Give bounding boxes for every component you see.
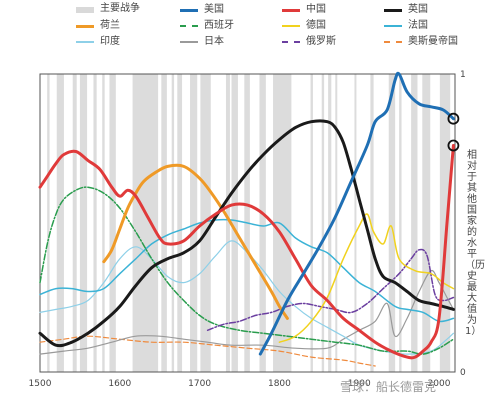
end-marker-1 xyxy=(447,139,460,152)
war-band-14 xyxy=(231,74,238,372)
war-band-26 xyxy=(411,74,418,372)
y-tick-label-0: 0 xyxy=(460,368,466,378)
legend-swatch-8 xyxy=(76,41,94,43)
legend-label-2: 中国 xyxy=(306,4,326,15)
war-band-19 xyxy=(321,74,325,372)
war-band-22 xyxy=(354,74,357,372)
war-band-6 xyxy=(109,74,116,372)
war-band-8 xyxy=(161,74,167,372)
series-line-8 xyxy=(38,119,455,348)
x-tick-label-3: 1800 xyxy=(268,379,291,389)
legend-label-3: 英国 xyxy=(408,4,428,15)
legend-label-5: 西班牙 xyxy=(204,20,234,31)
war-band-13 xyxy=(225,74,230,372)
end-marker-0 xyxy=(447,112,460,125)
legend-swatch-6 xyxy=(282,25,300,27)
war-band-16 xyxy=(259,74,266,372)
war-band-18 xyxy=(310,74,313,372)
war-band-28 xyxy=(439,74,451,372)
legend-swatch-4 xyxy=(76,24,94,28)
legend-swatch-5 xyxy=(180,25,198,27)
x-tick-label-4: 1900 xyxy=(348,379,371,389)
war-band-11 xyxy=(190,74,198,372)
legend-label-4: 荷兰 xyxy=(100,20,120,31)
war-band-3 xyxy=(79,74,88,372)
y-axis-label: 相对于其他国家的水平（历史最大值为1） xyxy=(465,150,485,337)
legend-swatch-war xyxy=(76,7,94,13)
legend-label-6: 德国 xyxy=(306,20,326,31)
war-band-27 xyxy=(422,74,431,372)
war-band-9 xyxy=(171,74,175,372)
war-band-17 xyxy=(273,74,292,372)
x-tick-label-0: 1500 xyxy=(29,379,52,389)
series-line-4 xyxy=(39,186,455,355)
legend-label-11: 奥斯曼帝国 xyxy=(408,36,458,47)
war-band-23 xyxy=(370,74,374,372)
series-line-1 xyxy=(39,269,454,355)
plot-frame xyxy=(39,73,456,373)
series-line-0 xyxy=(39,335,376,367)
war-band-0 xyxy=(47,74,50,372)
legend-swatch-3 xyxy=(384,8,402,12)
legend-label-8: 印度 xyxy=(100,36,120,47)
legend: 主要战争 美国 中国 英国荷兰 西班牙 德国 法国印度 日本 俄罗斯 奥斯曼帝国 xyxy=(0,0,486,70)
series-line-6 xyxy=(278,213,455,343)
war-band-4 xyxy=(93,74,97,372)
legend-swatch-11 xyxy=(384,41,402,43)
series-line-9 xyxy=(38,144,455,360)
legend-swatch-7 xyxy=(384,25,402,27)
legend-label-9: 日本 xyxy=(204,36,224,47)
series-line-3 xyxy=(39,218,455,323)
war-band-10 xyxy=(177,74,183,372)
war-band-7 xyxy=(132,74,159,372)
legend-label-10: 俄罗斯 xyxy=(306,36,336,47)
series-line-10 xyxy=(258,71,455,356)
legend-label-7: 法国 xyxy=(408,20,428,31)
war-band-2 xyxy=(72,74,77,372)
series-line-5 xyxy=(206,248,455,332)
watermark: 雪球：船长德雷克 xyxy=(340,380,437,394)
legend-swatch-1 xyxy=(180,8,198,12)
x-tick-label-5: 2000 xyxy=(428,379,451,389)
x-tick-label-1: 1600 xyxy=(108,379,131,389)
war-band-20 xyxy=(328,74,332,372)
series-line-7 xyxy=(102,163,289,320)
legend-swatch-10 xyxy=(282,41,300,43)
war-band-21 xyxy=(335,74,338,372)
war-band-24 xyxy=(388,74,396,372)
war-band-1 xyxy=(56,74,64,372)
legend-swatch-2 xyxy=(282,8,300,12)
legend-label-war: 主要战争 xyxy=(100,3,140,14)
legend-label-1: 美国 xyxy=(204,4,224,15)
legend-swatch-9 xyxy=(180,41,198,43)
war-band-25 xyxy=(399,74,402,372)
war-band-5 xyxy=(102,74,105,372)
y-tick-label-1: 1 xyxy=(460,70,466,80)
x-tick-label-2: 1700 xyxy=(188,379,211,389)
